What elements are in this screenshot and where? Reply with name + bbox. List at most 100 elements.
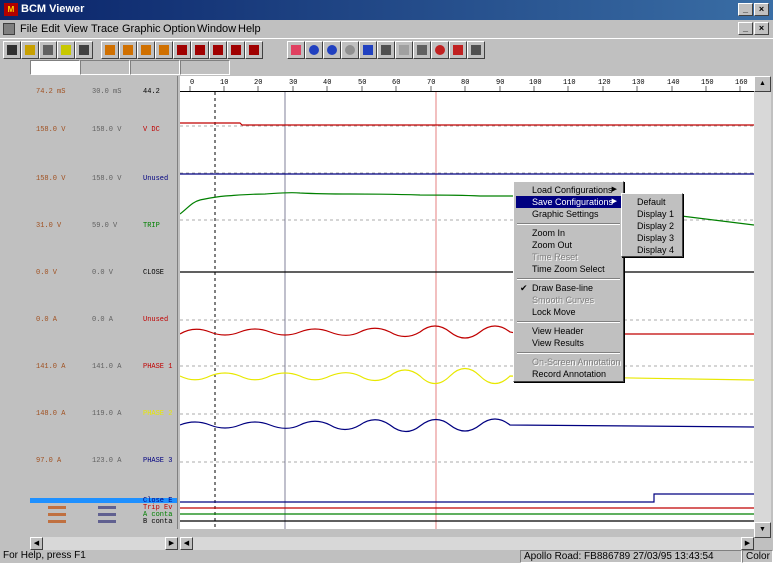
channel-row[interactable]: 141.0 A 141.0 A PHASE 1: [30, 363, 177, 375]
menu-item-label: Draw Base-line: [532, 283, 594, 293]
trace-vdc: [180, 122, 754, 126]
channel-row[interactable]: 148.0 A 119.0 A PHASE 2: [30, 410, 177, 422]
field-cell: [180, 60, 230, 75]
save-button-1[interactable]: [173, 41, 191, 59]
menu-save-configurations[interactable]: Save Configurations ▶: [516, 196, 621, 208]
bcm-app-icon[interactable]: M: [4, 3, 18, 16]
zoom-out-button[interactable]: [323, 41, 341, 59]
channel-value-2: 0.0 V: [92, 269, 114, 277]
help-button[interactable]: [57, 41, 75, 59]
save-button-3[interactable]: [209, 41, 227, 59]
channel-name: V DC: [143, 126, 160, 134]
menu-zoom-in[interactable]: Zoom In: [532, 228, 566, 238]
digital-channel-row[interactable]: Close E: [30, 497, 177, 505]
marker-button[interactable]: [449, 41, 467, 59]
load-button-4[interactable]: [155, 41, 173, 59]
channel-row[interactable]: 31.0 V 59.0 V TRIP: [30, 222, 177, 234]
channel-row[interactable]: 158.0 V 158.0 V V DC: [30, 126, 177, 138]
digital-channel-name: B conta: [143, 518, 173, 526]
load-icon: [105, 45, 115, 55]
menu-zoom-out[interactable]: Zoom Out: [532, 240, 573, 250]
scroll-down-button[interactable]: ▼: [754, 522, 771, 538]
zoom-in-button[interactable]: [305, 41, 323, 59]
waveform-plot[interactable]: 0 10 20 30 40 50 60 70 80 90 100 110 120…: [180, 76, 754, 529]
minimize-button[interactable]: _: [738, 3, 753, 16]
digital-selection-bar[interactable]: [30, 498, 177, 503]
digital-channel-row[interactable]: Trip Ev: [30, 504, 177, 512]
close-button[interactable]: ×: [754, 3, 769, 16]
scroll-right-button[interactable]: ▶: [741, 537, 754, 550]
menu-option[interactable]: Option: [163, 23, 196, 35]
document-icon[interactable]: [3, 23, 15, 35]
menu-help[interactable]: Help: [238, 23, 261, 35]
stop-button[interactable]: [431, 41, 449, 59]
trace-button[interactable]: [287, 41, 305, 59]
channel-name: TRIP: [143, 222, 160, 230]
menu-window[interactable]: Window: [197, 23, 237, 35]
save-button-5[interactable]: [245, 41, 263, 59]
channel-value-2: 141.0 A: [92, 363, 122, 371]
submenu-arrow-icon: ▶: [611, 198, 617, 205]
menu-time-zoom-select[interactable]: Time Zoom Select: [532, 264, 605, 274]
status-color-mode: Color: [742, 550, 773, 563]
digital-channel-row[interactable]: A conta: [30, 511, 177, 519]
label-horizontal-scrollbar[interactable]: ◀ ▶: [30, 537, 178, 550]
channel-row[interactable]: 0.0 V 0.0 V CLOSE: [30, 269, 177, 281]
submenu-display-4[interactable]: Display 4: [637, 245, 675, 255]
menu-load-configurations[interactable]: Load Configurations ▶: [516, 184, 621, 196]
menu-lock-move[interactable]: Lock Move: [532, 307, 576, 317]
plot-horizontal-scrollbar[interactable]: ◀ ▶: [180, 537, 754, 550]
context-help-button[interactable]: [75, 41, 93, 59]
channel-row[interactable]: 97.0 A 123.0 A PHASE 3: [30, 457, 177, 469]
baseline-button[interactable]: [467, 41, 485, 59]
submenu-display-3[interactable]: Display 3: [637, 233, 675, 243]
save-button-2[interactable]: [191, 41, 209, 59]
digital-channel-row[interactable]: B conta: [30, 518, 177, 526]
submenu-display-2[interactable]: Display 2: [637, 221, 675, 231]
load-button-3[interactable]: [137, 41, 155, 59]
grid-icon: [399, 45, 409, 55]
channel-row[interactable]: 0.0 A 0.0 A Unused: [30, 316, 177, 328]
child-minimize-button[interactable]: _: [738, 22, 753, 35]
cursor-button[interactable]: [413, 41, 431, 59]
submenu-default[interactable]: Default: [637, 197, 666, 207]
vertical-scrollbar[interactable]: ▲ ▼: [754, 76, 771, 538]
menu-graphic-settings[interactable]: Graphic Settings: [532, 209, 599, 219]
child-close-button[interactable]: ×: [754, 22, 769, 35]
save-button-4[interactable]: [227, 41, 245, 59]
menu-trace[interactable]: Trace: [91, 23, 119, 35]
load-button-2[interactable]: [119, 41, 137, 59]
print-button[interactable]: [39, 41, 57, 59]
zoom-disabled-button[interactable]: [341, 41, 359, 59]
channel-row[interactable]: 74.2 mS 30.0 mS 44.2: [30, 88, 177, 100]
grid-button[interactable]: [395, 41, 413, 59]
menu-graphic[interactable]: Graphic: [122, 23, 161, 35]
menu-edit[interactable]: Edit: [41, 23, 60, 35]
open-button[interactable]: [3, 41, 21, 59]
submenu-display-1[interactable]: Display 1: [637, 209, 675, 219]
trace-trip: [180, 191, 754, 226]
channel-value-1: 0.0 A: [36, 316, 58, 324]
scroll-up-button[interactable]: ▲: [754, 76, 771, 92]
menu-file[interactable]: File: [20, 23, 38, 35]
field-cell: [80, 60, 130, 75]
channel-name: 44.2: [143, 88, 160, 96]
scroll-left-button[interactable]: ◀: [30, 537, 43, 550]
channel-value-1: 148.0 A: [36, 410, 66, 418]
open-folder-button[interactable]: [21, 41, 39, 59]
menu-view[interactable]: View: [64, 23, 88, 35]
trace-unused-2: [180, 325, 754, 339]
table-button[interactable]: [377, 41, 395, 59]
title-bar: M BCM Viewer _ ×: [0, 0, 773, 20]
channel-row[interactable]: 158.0 V 158.0 V Unused: [30, 175, 177, 187]
field-cell[interactable]: [30, 60, 80, 75]
menu-record-annotation[interactable]: Record Annotation: [532, 369, 607, 379]
menu-draw-baseline[interactable]: ✔ Draw Base-line: [516, 282, 621, 294]
baseline-icon: [471, 45, 481, 55]
scroll-left-button[interactable]: ◀: [180, 537, 193, 550]
scroll-right-button[interactable]: ▶: [165, 537, 178, 550]
menu-view-header[interactable]: View Header: [532, 326, 584, 336]
load-button-1[interactable]: [101, 41, 119, 59]
menu-view-results[interactable]: View Results: [532, 338, 584, 348]
zoom-fit-button[interactable]: [359, 41, 377, 59]
